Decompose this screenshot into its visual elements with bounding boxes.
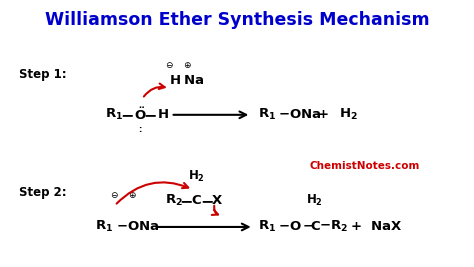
Text: Williamson Ether Synthesis Mechanism: Williamson Ether Synthesis Mechanism xyxy=(45,11,429,29)
Text: $\mathbf{R_1}$: $\mathbf{R_1}$ xyxy=(95,219,113,234)
Text: $\mathbf{H_2}$: $\mathbf{H_2}$ xyxy=(339,107,358,122)
Text: $\mathbf{-}$: $\mathbf{-}$ xyxy=(200,193,214,208)
Text: $\mathbf{R_1}$: $\mathbf{R_1}$ xyxy=(258,107,276,122)
Text: $\mathbf{H}$: $\mathbf{H}$ xyxy=(156,108,169,121)
Text: $\mathbf{+}$: $\mathbf{+}$ xyxy=(350,221,361,233)
Text: $\mathbf{-ONa}$: $\mathbf{-ONa}$ xyxy=(116,221,160,233)
Text: $\mathbf{C}$: $\mathbf{C}$ xyxy=(191,194,202,207)
Text: $\mathbf{-}$: $\mathbf{-}$ xyxy=(179,193,193,208)
Text: ChemistNotes.com: ChemistNotes.com xyxy=(310,160,420,171)
Text: Step 1:: Step 1: xyxy=(19,68,66,81)
Text: $\mathbf{R_1}$: $\mathbf{R_1}$ xyxy=(258,219,276,234)
Text: Step 2:: Step 2: xyxy=(19,186,66,199)
Text: $\mathbf{Na}$: $\mathbf{Na}$ xyxy=(183,74,204,87)
Text: $\mathbf{-}$: $\mathbf{-}$ xyxy=(120,107,134,122)
Text: $\mathbf{C}$: $\mathbf{C}$ xyxy=(310,221,321,233)
Text: $\mathbf{H}$: $\mathbf{H}$ xyxy=(169,74,182,87)
Text: $\mathbf{H_2}$: $\mathbf{H_2}$ xyxy=(188,169,205,184)
Text: $\mathbf{-R_2}$: $\mathbf{-R_2}$ xyxy=(319,219,348,234)
Text: $\mathbf{-}$: $\mathbf{-}$ xyxy=(143,107,157,122)
Text: $\oplus$: $\oplus$ xyxy=(183,60,191,70)
Text: $\mathbf{R_1}$: $\mathbf{R_1}$ xyxy=(105,107,123,122)
Text: $\mathbf{NaX}$: $\mathbf{NaX}$ xyxy=(370,221,401,233)
Text: $\oplus$: $\oplus$ xyxy=(128,190,137,200)
Text: $\ominus$: $\ominus$ xyxy=(110,190,119,200)
Text: $\mathbf{+}$: $\mathbf{+}$ xyxy=(317,108,328,121)
Text: $\mathbf{:}$: $\mathbf{:}$ xyxy=(137,125,143,134)
Text: $\mathbf{X}$: $\mathbf{X}$ xyxy=(211,194,223,207)
Text: $\mathbf{\ddot{O}}$: $\mathbf{\ddot{O}}$ xyxy=(134,107,146,123)
Text: $\mathbf{H_2}$: $\mathbf{H_2}$ xyxy=(306,193,323,208)
Text: $\mathbf{-ONa}$: $\mathbf{-ONa}$ xyxy=(278,108,322,121)
Text: $\mathbf{-O-}$: $\mathbf{-O-}$ xyxy=(278,221,315,233)
Text: $\mathbf{R_2}$: $\mathbf{R_2}$ xyxy=(165,193,183,208)
Text: $\ominus$: $\ominus$ xyxy=(165,60,174,70)
